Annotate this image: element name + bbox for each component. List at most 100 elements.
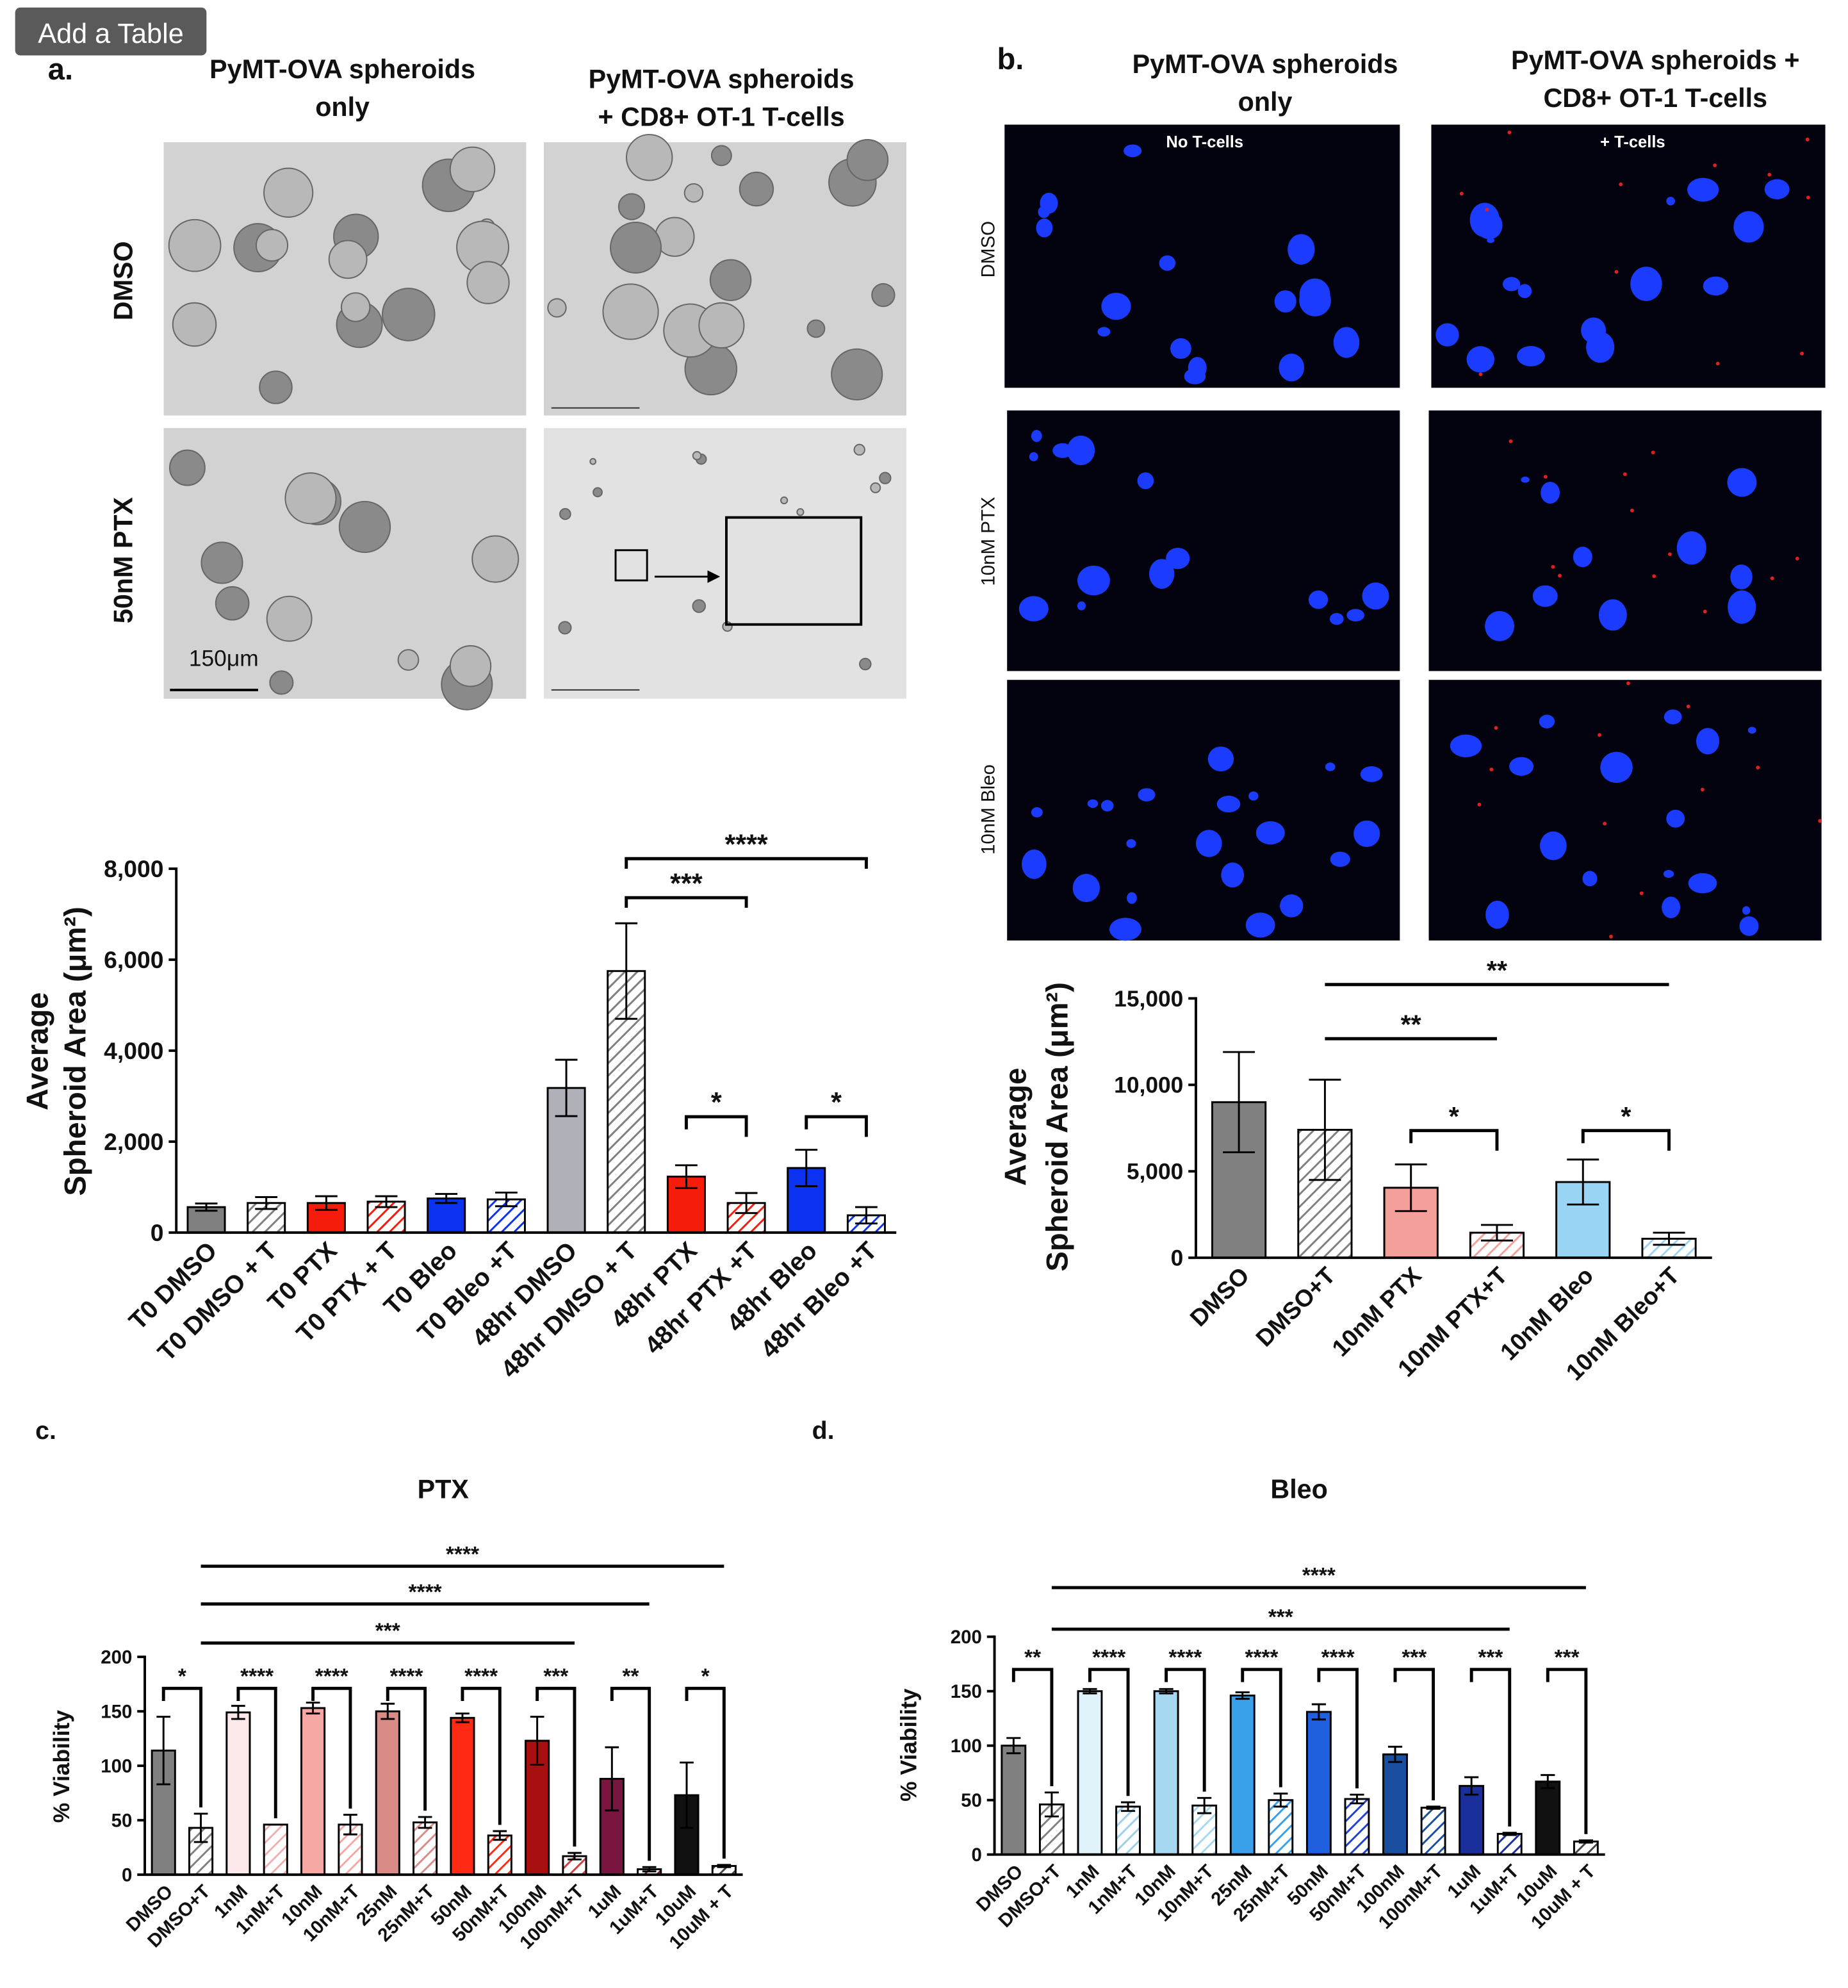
significance-bracket (1546, 1668, 1588, 1834)
error-bar (156, 1716, 171, 1786)
nucleus-blob (1170, 338, 1191, 359)
nucleus-blob (1280, 894, 1304, 917)
nucleus-blob (1362, 582, 1389, 610)
cell-blob (397, 649, 420, 671)
nucleus-blob (1255, 821, 1285, 845)
y-tick-label: 10,000 (1114, 1073, 1183, 1098)
button-label[interactable]: Add a Table (38, 19, 184, 49)
fluorescence-image (1431, 124, 1826, 388)
inset-box (614, 549, 648, 582)
nucleus-blob (1664, 709, 1682, 725)
y-tick-label: 100 (101, 1755, 132, 1777)
cell-blob (172, 302, 217, 347)
significance-bracket (1011, 1668, 1054, 1786)
nucleus-blob (1517, 346, 1545, 366)
add-table-button[interactable] (15, 7, 207, 56)
t-cell-dot (1623, 472, 1627, 477)
nucleus-blob (1149, 559, 1175, 589)
cell-blob (846, 139, 889, 181)
y-tick-label: 2,000 (104, 1128, 163, 1155)
error-bar (495, 1191, 518, 1208)
significance-label: **** (446, 1543, 479, 1566)
cell-blob (284, 472, 337, 525)
nucleus-blob (1216, 796, 1241, 813)
t-cell-dot (1806, 195, 1810, 200)
error-bar (193, 1812, 208, 1843)
nucleus-blob (1299, 278, 1330, 311)
nucleus-blob (1333, 327, 1360, 358)
y-tick-label: 4,000 (104, 1037, 163, 1064)
significance-label: *** (1268, 1606, 1293, 1629)
significance-label: * (711, 1087, 722, 1118)
nucleus-blob (1476, 211, 1503, 240)
nucleus-blob (1031, 807, 1043, 817)
t-cell-dot (1603, 821, 1607, 826)
error-bar (1273, 1793, 1288, 1808)
nucleus-blob (1747, 727, 1756, 734)
column-header: PyMT-OVA spheroids (1133, 49, 1398, 79)
cell-blob (558, 621, 572, 635)
error-bar (555, 1058, 578, 1117)
error-bar (1311, 1703, 1326, 1721)
cell-blob (692, 451, 702, 461)
significance-label: **** (1302, 1564, 1336, 1588)
y-tick-label: 100 (951, 1736, 982, 1757)
nucleus-blob (1325, 762, 1336, 771)
nucleus-blob (1703, 276, 1729, 296)
cell-blob (263, 167, 314, 218)
t-cell-dot (1767, 172, 1772, 177)
nucleus-blob (1126, 839, 1136, 848)
significance-label: * (1449, 1102, 1460, 1131)
chart-title: Bleo (1270, 1475, 1327, 1504)
cell-blob (215, 586, 250, 621)
nucleus-blob (1138, 788, 1156, 801)
error-bar (1044, 1791, 1059, 1818)
bar (1344, 1798, 1370, 1856)
y-tick-label: 5,000 (1127, 1160, 1184, 1185)
bar (607, 970, 646, 1234)
significance-bracket (1409, 1129, 1499, 1151)
cell-blob (610, 221, 662, 274)
error-bar (1159, 1688, 1173, 1695)
nucleus-blob (1188, 357, 1207, 379)
t-cell-dot (1459, 192, 1464, 196)
significance-label: **** (1321, 1646, 1355, 1670)
cell-blob (796, 508, 805, 516)
nucleus-blob (1245, 912, 1275, 938)
error-bar (615, 922, 638, 1020)
nucleus-blob (1532, 585, 1558, 607)
significance-label: **** (1092, 1646, 1125, 1670)
t-cell-dot (1551, 564, 1555, 569)
row-label: DMSO (978, 221, 999, 277)
significance-bracket (1581, 1129, 1671, 1151)
image-label: + T-cells (1600, 133, 1665, 151)
cell-blob (692, 599, 707, 613)
nucleus-blob (1730, 564, 1753, 589)
nucleus-blob (1022, 849, 1047, 879)
nucleus-blob (1031, 430, 1042, 442)
t-cell-dot (1543, 475, 1548, 479)
cell-blob (338, 500, 391, 554)
significance-bracket (610, 1686, 651, 1861)
t-cell-dot (1651, 450, 1655, 455)
row-label: 10nM Bleo (978, 764, 999, 855)
nucleus-blob (1036, 218, 1053, 238)
column-header: + CD8+ OT-1 T-cells (598, 103, 845, 132)
nucleus-blob (1742, 906, 1751, 915)
chart-title: PTX (418, 1475, 470, 1504)
nucleus-blob (1221, 862, 1245, 888)
significance-label: ** (1401, 1010, 1422, 1039)
cell-blob (471, 535, 519, 583)
nucleus-blob (1662, 896, 1681, 919)
significance-bracket (386, 1686, 427, 1811)
cell-blob (626, 134, 673, 181)
cell-blob (617, 193, 646, 220)
significance-bracket (684, 1115, 748, 1137)
column-header: PyMT-OVA spheroids (209, 54, 475, 84)
cell-blob (466, 261, 510, 304)
significance-label: * (1621, 1102, 1631, 1131)
fluorescence-image (1007, 680, 1400, 941)
nucleus-blob (1353, 820, 1380, 848)
nucleus-blob (1137, 472, 1154, 489)
